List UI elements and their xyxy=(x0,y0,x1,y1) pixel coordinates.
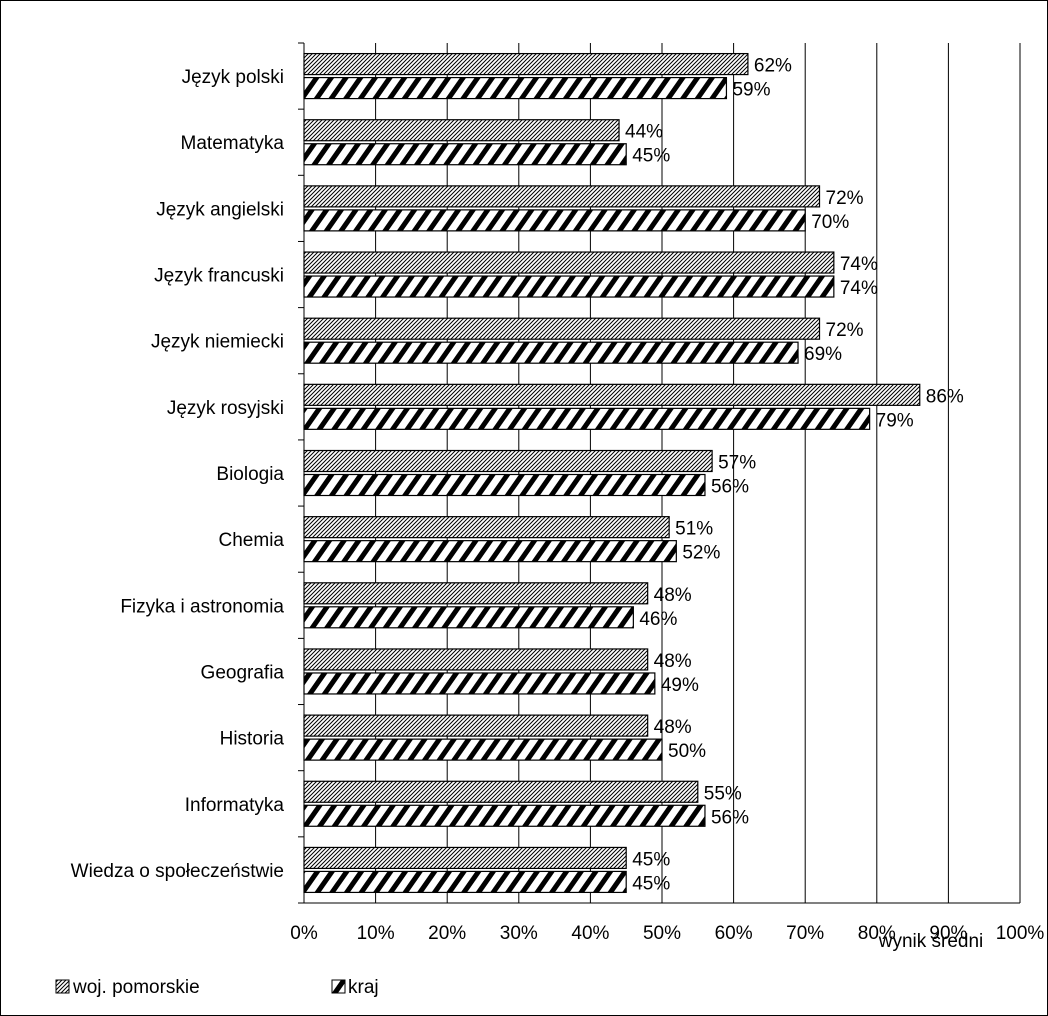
value-label: 45% xyxy=(632,873,670,894)
value-label: 72% xyxy=(826,188,864,209)
category-label: Historia xyxy=(220,729,285,750)
value-label: 51% xyxy=(675,519,713,540)
value-label: 72% xyxy=(826,320,864,341)
bar-woj-pomorskie xyxy=(304,847,626,868)
x-tick-label: 50% xyxy=(643,923,681,944)
value-label: 52% xyxy=(682,543,720,564)
category-label: Język rosyjski xyxy=(167,398,284,419)
value-label: 59% xyxy=(732,80,770,101)
x-tick-label: 70% xyxy=(786,923,824,944)
category-label: Język niemiecki xyxy=(151,332,284,353)
value-label: 69% xyxy=(804,344,842,365)
category-label: Chemia xyxy=(219,530,285,551)
category-label: Biologia xyxy=(216,464,284,485)
legend-label-kraj: kraj xyxy=(348,977,379,998)
bar-woj-pomorskie xyxy=(304,318,820,339)
x-tick-label: 10% xyxy=(357,923,395,944)
bar-woj-pomorskie xyxy=(304,252,834,273)
bar-woj-pomorskie xyxy=(304,451,712,472)
value-label: 74% xyxy=(840,278,878,299)
bar-kraj xyxy=(304,276,834,297)
bar-woj-pomorskie xyxy=(304,120,619,141)
category-label: Geografia xyxy=(201,662,285,683)
category-label: Język francuski xyxy=(154,266,284,287)
value-label: 44% xyxy=(625,122,663,143)
legend-label-woj-pomorskie: woj. pomorskie xyxy=(72,977,200,998)
category-label: Język angielski xyxy=(156,199,284,220)
x-tick-label: 60% xyxy=(715,923,753,944)
category-label: Fizyka i astronomia xyxy=(120,596,284,617)
bar-woj-pomorskie xyxy=(304,583,648,604)
value-label: 55% xyxy=(704,783,742,804)
value-label: 48% xyxy=(654,585,692,606)
category-label: Wiedza o społeczeństwie xyxy=(71,861,284,882)
legend: woj. pomorskie kraj xyxy=(56,977,379,998)
bar-kraj xyxy=(304,607,633,628)
bar-kraj xyxy=(304,475,705,496)
value-label: 70% xyxy=(811,212,849,233)
value-label: 74% xyxy=(840,254,878,275)
bar-kraj xyxy=(304,871,626,892)
bar-kraj xyxy=(304,541,676,562)
legend-swatch-kraj xyxy=(332,980,345,993)
value-label: 48% xyxy=(654,717,692,738)
bar-woj-pomorskie xyxy=(304,384,920,405)
value-label: 86% xyxy=(926,386,964,407)
bar-kraj xyxy=(304,144,626,165)
gridlines xyxy=(298,43,1020,903)
bar-kraj xyxy=(304,805,705,826)
bars xyxy=(304,54,920,893)
bar-kraj xyxy=(304,739,662,760)
value-label: 56% xyxy=(711,477,749,498)
bar-kraj xyxy=(304,78,726,99)
bar-woj-pomorskie xyxy=(304,186,820,207)
bar-kraj xyxy=(304,673,655,694)
bar-woj-pomorskie xyxy=(304,715,648,736)
value-label: 57% xyxy=(718,453,756,474)
value-label: 50% xyxy=(668,741,706,762)
x-axis-title: wynik średni xyxy=(878,931,984,952)
bar-woj-pomorskie xyxy=(304,781,698,802)
x-tick-label: 100% xyxy=(996,923,1045,944)
value-label: 48% xyxy=(654,651,692,672)
value-label: 46% xyxy=(639,609,677,630)
category-label: Język polski xyxy=(182,67,284,88)
x-tick-label: 0% xyxy=(290,923,318,944)
x-tick-label: 40% xyxy=(571,923,609,944)
value-label: 45% xyxy=(632,849,670,870)
bar-woj-pomorskie xyxy=(304,517,669,538)
bar-woj-pomorskie xyxy=(304,649,648,670)
bar-kraj xyxy=(304,342,798,363)
value-label: 49% xyxy=(661,675,699,696)
bar-kraj xyxy=(304,408,870,429)
bar-woj-pomorskie xyxy=(304,54,748,75)
category-label: Matematyka xyxy=(181,133,285,154)
value-label: 45% xyxy=(632,146,670,167)
legend-swatch-woj-pomorskie xyxy=(56,980,69,993)
value-label: 62% xyxy=(754,56,792,77)
value-label: 56% xyxy=(711,807,749,828)
x-tick-label: 30% xyxy=(500,923,538,944)
value-label: 79% xyxy=(876,410,914,431)
x-tick-label: 20% xyxy=(428,923,466,944)
bar-kraj xyxy=(304,210,805,231)
category-label: Informatyka xyxy=(185,795,285,816)
